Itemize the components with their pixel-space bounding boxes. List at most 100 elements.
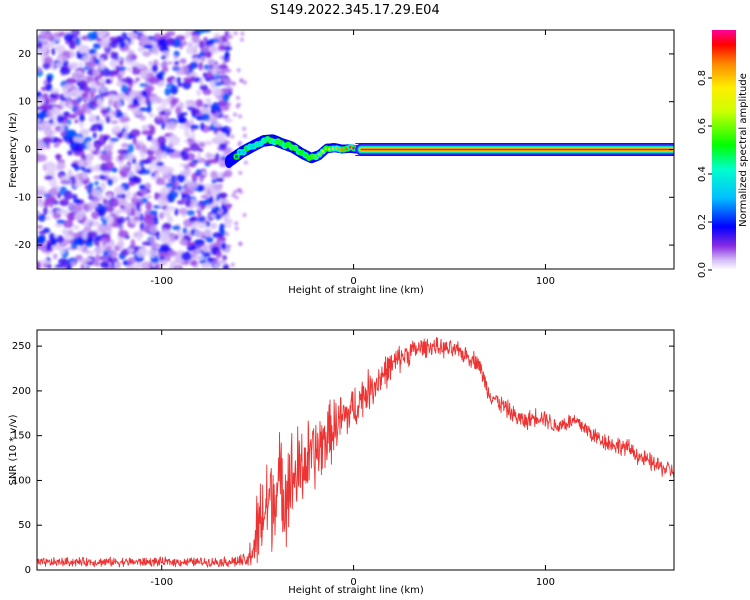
noise-blob bbox=[71, 30, 78, 35]
noise-blob bbox=[59, 67, 71, 75]
noise-blob bbox=[87, 31, 98, 41]
noise-blob bbox=[236, 102, 241, 107]
noise-blob bbox=[177, 116, 187, 124]
noise-blob bbox=[165, 121, 177, 131]
noise-blob bbox=[99, 133, 104, 143]
noise-blob bbox=[117, 149, 129, 155]
noise-blob bbox=[84, 249, 90, 255]
noise-blob bbox=[37, 96, 45, 106]
noise-blob bbox=[134, 111, 143, 116]
noise-blob bbox=[158, 212, 164, 220]
spectrogram-y-label: Frequency (Hz) bbox=[8, 112, 19, 188]
noise-blob bbox=[59, 246, 66, 255]
noise-blob bbox=[56, 153, 61, 161]
noise-blob bbox=[140, 197, 149, 204]
noise-blob bbox=[56, 114, 64, 124]
noise-blob bbox=[197, 217, 205, 223]
noise-blob bbox=[165, 148, 176, 154]
noise-blob bbox=[163, 108, 173, 113]
noise-blob bbox=[72, 203, 83, 213]
noise-blob bbox=[95, 37, 102, 42]
noise-blob bbox=[157, 115, 164, 120]
noise-blob bbox=[116, 92, 126, 102]
x-tick-label: 100 bbox=[536, 276, 555, 287]
noise-blob bbox=[200, 194, 209, 199]
noise-blob bbox=[142, 50, 151, 57]
ridge-core bbox=[286, 143, 290, 147]
noise-blob bbox=[170, 98, 178, 106]
noise-blob bbox=[104, 51, 111, 55]
noise-blob bbox=[210, 109, 217, 115]
noise-blob bbox=[159, 142, 166, 151]
noise-blob bbox=[54, 223, 63, 228]
noise-blob bbox=[72, 98, 79, 108]
noise-blob bbox=[54, 107, 61, 117]
noise-blob bbox=[164, 87, 171, 97]
y-tick-label: 20 bbox=[18, 49, 31, 60]
noise-blob bbox=[100, 182, 107, 191]
noise-blob bbox=[133, 164, 142, 171]
noise-blob bbox=[225, 35, 230, 40]
noise-blob bbox=[218, 142, 227, 150]
noise-blob bbox=[60, 179, 69, 185]
noise-blob bbox=[216, 250, 222, 259]
noise-blob bbox=[209, 80, 216, 89]
noise-blob bbox=[73, 136, 84, 143]
noise-blob bbox=[226, 58, 231, 63]
noise-blob bbox=[103, 38, 108, 49]
noise-blob bbox=[89, 80, 97, 90]
noise-blob bbox=[185, 120, 191, 129]
noise-blob bbox=[104, 223, 113, 231]
noise-blob bbox=[96, 30, 107, 38]
noise-blob bbox=[178, 207, 188, 215]
noise-blob bbox=[233, 31, 238, 36]
noise-blob bbox=[66, 212, 77, 221]
noise-blob bbox=[107, 178, 114, 186]
noise-blob bbox=[63, 190, 73, 200]
spectrogram-y-ticks: -20 -10 0 10 20 bbox=[15, 49, 674, 251]
noise-blob bbox=[81, 257, 93, 263]
noise-blob bbox=[37, 224, 44, 230]
noise-blob bbox=[88, 127, 98, 132]
noise-blob bbox=[236, 68, 241, 73]
noise-blobs bbox=[37, 30, 248, 269]
noise-blob bbox=[162, 98, 167, 108]
noise-blob bbox=[127, 143, 134, 153]
ridge-core bbox=[321, 149, 325, 154]
noise-blob bbox=[100, 152, 111, 162]
y-tick-label: -20 bbox=[15, 240, 31, 251]
noise-blob bbox=[205, 204, 213, 209]
noise-blob bbox=[81, 104, 87, 111]
noise-blob bbox=[72, 232, 83, 238]
noise-blob bbox=[164, 38, 175, 47]
noise-blob bbox=[39, 259, 50, 265]
noise-blob bbox=[106, 206, 114, 213]
x-tick-label: -100 bbox=[150, 577, 173, 588]
noise-blob bbox=[38, 213, 46, 222]
noise-blob bbox=[87, 201, 98, 209]
noise-blob bbox=[42, 30, 53, 40]
noise-blob bbox=[62, 219, 74, 229]
noise-blob bbox=[204, 159, 216, 164]
noise-blob bbox=[157, 136, 167, 145]
colorbar-tick-label: 0.6 bbox=[697, 118, 708, 134]
noise-blob bbox=[141, 159, 153, 165]
noise-blob bbox=[58, 258, 69, 265]
noise-blob bbox=[88, 115, 98, 123]
colorbar: 0.0 0.2 0.4 0.6 0.8 Normalized spectral ampl… bbox=[697, 30, 749, 278]
noise-blob bbox=[125, 216, 130, 221]
noise-blob bbox=[63, 33, 74, 42]
noise-blob bbox=[148, 225, 158, 234]
noise-blob bbox=[38, 230, 47, 235]
noise-blob bbox=[61, 228, 69, 236]
noise-blob bbox=[169, 139, 180, 146]
noise-blob bbox=[204, 261, 211, 269]
noise-blob bbox=[220, 242, 227, 251]
noise-blob bbox=[212, 183, 223, 191]
noise-blob bbox=[107, 215, 114, 225]
noise-blob bbox=[147, 87, 152, 97]
noise-blob bbox=[227, 127, 232, 132]
noise-blob bbox=[56, 219, 66, 225]
x-tick-label: 0 bbox=[350, 577, 356, 588]
noise-blob bbox=[117, 240, 125, 250]
